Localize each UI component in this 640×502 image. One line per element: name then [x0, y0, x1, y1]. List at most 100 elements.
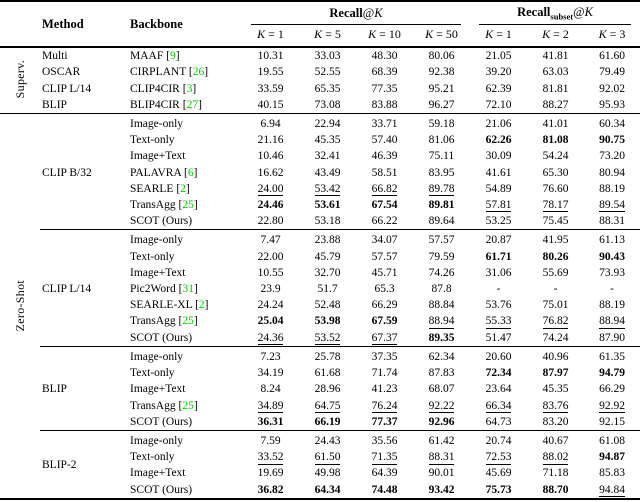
backbone-cell: Image-only [128, 229, 242, 249]
value-cell: 41.81 [527, 47, 584, 64]
value-cell: 7.47 [242, 229, 299, 249]
value-cell: 23.88 [299, 229, 356, 249]
value-text: 75.11 [428, 150, 455, 163]
value-text: 60.34 [599, 117, 625, 130]
value-text: 64.73 [485, 415, 512, 428]
value-text: 71.74 [371, 367, 398, 380]
value-text: 77.35 [371, 82, 398, 95]
table-row: TransAgg [25] 24.46 53.61 67.54 89.81 57.81 78… [0, 197, 640, 213]
value-cell: 43.49 [299, 164, 356, 180]
value-text: 85.83 [599, 467, 625, 480]
table-row: OSCAR CIRPLANT [26] 19.55 52.55 68.39 92.38 39… [0, 64, 640, 80]
value-text: 19.55 [257, 66, 284, 79]
value-text: 22.80 [257, 215, 284, 228]
value-cell: 89.35 [413, 330, 470, 347]
value-cell: 67.59 [356, 313, 413, 329]
value-cell: 81.06 [413, 132, 470, 148]
value-text: 41.95 [542, 234, 569, 247]
backbone-cell: Image+Text [128, 465, 242, 481]
value-text: 40.96 [542, 350, 569, 363]
value-text: 37.35 [371, 350, 398, 363]
value-text: 41.01 [542, 117, 569, 130]
backbone-name: SEARLE-XL [130, 299, 193, 312]
value-text: 22.94 [314, 117, 341, 130]
backbone-name: SCOT (Ours) [130, 215, 193, 228]
value-text: 7.59 [260, 434, 281, 447]
value-text: 45.35 [314, 134, 341, 147]
backbone-cell: PALAVRA [6] [130, 166, 198, 179]
value-text: 73.20 [599, 150, 625, 163]
value-text: 67.54 [371, 198, 398, 211]
backbone-name: Pic2Word [130, 283, 176, 296]
value-text: 34.07 [371, 234, 398, 247]
value-cell: 20.87 [470, 229, 527, 249]
backbone-name: Image+Text [130, 266, 186, 279]
value-cell: 61.68 [299, 365, 356, 381]
subset-subscript: subset [550, 11, 574, 22]
table-row: Image+Text 8.24 28.96 41.23 68.07 23.64 45.35 6… [0, 381, 640, 397]
value-cell: 53.25 [470, 213, 527, 230]
table-row: SEARLE [2] 24.00 53.42 66.82 89.78 54.89 76.60… [0, 181, 640, 197]
value-text: 45.69 [485, 467, 512, 480]
recall-subset-at-k-group-header: Recallsubset@K [470, 1, 640, 25]
value-cell: 72.10 [470, 97, 527, 114]
value-text: 88.27 [542, 98, 569, 111]
value-text: 61.60 [599, 50, 625, 63]
value-text: 77.37 [371, 415, 398, 428]
value-text: 8.24 [260, 383, 281, 396]
value-cell: 74.48 [356, 481, 413, 499]
backbone-cell: Text-only [128, 132, 242, 148]
value-text: 81.06 [428, 134, 455, 147]
method-cell: Multi [42, 50, 68, 63]
value-cell: 45.35 [299, 132, 356, 148]
value-text: 32.70 [314, 266, 341, 279]
value-cell: 88.84 [413, 297, 470, 313]
table-row: BLIP BLIP4CIR [27] 40.15 73.08 83.88 96.27 72.… [0, 97, 640, 114]
value-text: 24.00 [257, 182, 284, 197]
value-cell: 55.33 [470, 313, 527, 329]
value-cell: 94.84 [584, 481, 640, 499]
value-text: 71.18 [542, 467, 569, 480]
value-cell: 45.71 [356, 265, 413, 281]
backbone-cell: Image-only [128, 345, 242, 366]
value-cell: 57.57 [413, 229, 470, 249]
value-text: 68.39 [371, 66, 398, 79]
value-cell: 62.39 [470, 80, 527, 96]
value-text: 31.06 [485, 266, 512, 279]
value-text: 57.57 [371, 250, 398, 263]
value-cell: 64.73 [470, 414, 527, 431]
value-text: 80.06 [428, 50, 455, 63]
value-text: 54.24 [542, 150, 569, 163]
value-text: 41.23 [371, 383, 398, 396]
value-cell: 67.54 [356, 197, 413, 213]
value-text: 88.94 [428, 315, 455, 329]
value-text: 83.20 [542, 415, 569, 428]
value-cell: 88.94 [584, 313, 640, 329]
value-cell: 10.46 [242, 148, 299, 164]
value-text: 55.33 [485, 315, 512, 329]
value-text: 88.31 [428, 451, 455, 465]
value-text: 65.30 [542, 166, 569, 179]
value-text: 89.81 [428, 198, 455, 211]
value-text: 21.16 [257, 134, 284, 147]
value-text: 59.18 [428, 117, 455, 130]
value-cell: 22.94 [299, 112, 356, 133]
backbone-name: Image+Text [130, 150, 186, 163]
value-cell: 58.51 [356, 164, 413, 180]
value-cell: 33.59 [242, 80, 299, 96]
value-text: 88.94 [599, 315, 625, 329]
table-row: Superv. Multi MAAF [9] 10.31 33.03 48.30 80.06… [0, 47, 640, 98]
value-cell: 65.35 [299, 80, 356, 96]
citation-number: 25 [182, 315, 194, 328]
value-text: 66.34 [485, 399, 512, 414]
backbone-name: Image-only [130, 117, 184, 130]
value-text: 64.39 [371, 467, 398, 480]
value-cell: 75.45 [527, 213, 584, 230]
value-cell: 24.24 [242, 297, 299, 313]
value-cell: 52.48 [299, 297, 356, 313]
value-cell: 92.02 [584, 80, 640, 96]
value-cell: 41.23 [356, 381, 413, 397]
value-text: 46.39 [371, 150, 398, 163]
value-text: 68.07 [428, 383, 455, 396]
